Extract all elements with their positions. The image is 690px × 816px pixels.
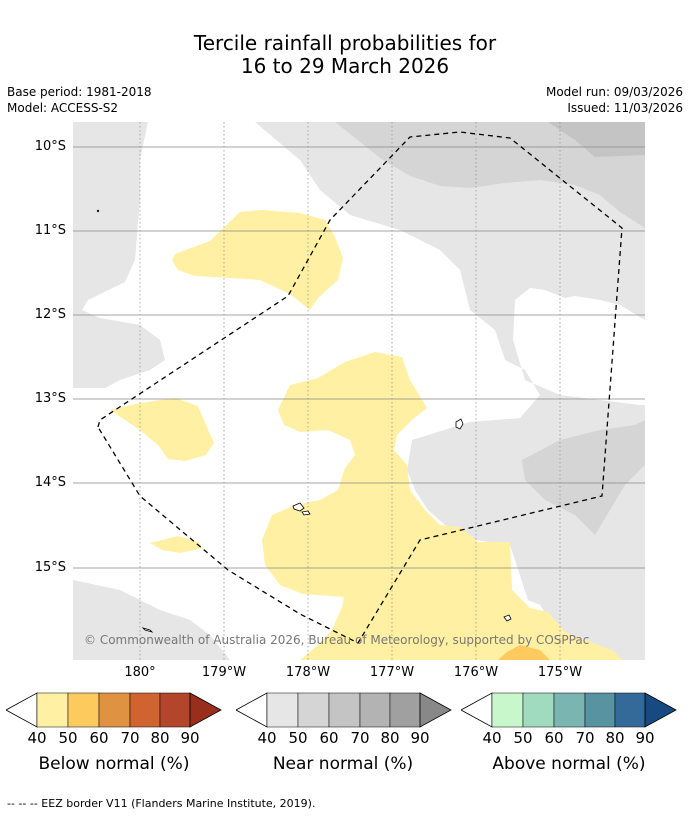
meta-right: Model run: 09/03/2026 Issued: 11/03/2026 bbox=[546, 84, 683, 116]
below-normal-region-small bbox=[150, 536, 203, 553]
lat-label-12s: 12°S bbox=[34, 307, 66, 322]
near-swatch-4 bbox=[359, 692, 391, 728]
colorbar-below-normal bbox=[6, 692, 222, 728]
lon-label-180: 180° bbox=[124, 665, 156, 680]
issued-date: Issued: 11/03/2026 bbox=[567, 101, 683, 115]
below-tick: 90 bbox=[180, 729, 200, 747]
near-tick: 70 bbox=[350, 729, 370, 747]
eez-border bbox=[97, 131, 623, 644]
near-normal-region-southwest bbox=[73, 580, 230, 660]
islands bbox=[96, 209, 512, 633]
model-name: Model: ACCESS-S2 bbox=[7, 101, 119, 115]
below-swatch-5 bbox=[159, 692, 191, 728]
near-normal-title: Near normal (%) bbox=[272, 754, 414, 774]
near-tick: 60 bbox=[319, 729, 339, 747]
model-run: Model run: 09/03/2026 bbox=[545, 85, 683, 99]
below-normal-region-central bbox=[262, 352, 622, 660]
gridlines bbox=[73, 122, 645, 660]
title-line-2: 16 to 29 March 2026 bbox=[240, 54, 450, 78]
below-tick: 80 bbox=[150, 729, 170, 747]
eez-footnote: -- -- -- EEZ border V11 (Flanders Marine… bbox=[7, 797, 316, 810]
below-swatch-4 bbox=[129, 692, 161, 728]
near-tick: 80 bbox=[380, 729, 400, 747]
below-swatch-2 bbox=[67, 692, 100, 728]
near-normal-50-north bbox=[335, 122, 645, 228]
lat-label-11s: 11°S bbox=[34, 223, 66, 238]
lon-label-175w: 175°W bbox=[537, 665, 583, 680]
map-title: Tercile rainfall probabilities for 16 to… bbox=[0, 32, 690, 78]
above-tick: 50 bbox=[513, 729, 533, 747]
lat-label-13s: 13°S bbox=[34, 391, 66, 406]
near-swatch-5 bbox=[389, 692, 421, 728]
above-swatch-3 bbox=[553, 692, 586, 728]
below-tick: 40 bbox=[27, 729, 47, 747]
copyright-notice: © Commonwealth of Australia 2026, Bureau… bbox=[84, 633, 590, 647]
above-tick: 90 bbox=[635, 729, 655, 747]
near-tick: 90 bbox=[410, 729, 430, 747]
lon-label-178w: 178°W bbox=[285, 665, 331, 680]
lon-label-179w: 179°W bbox=[201, 665, 247, 680]
near-swatch-1 bbox=[266, 692, 299, 728]
below-normal-region-north bbox=[172, 210, 343, 310]
lat-label-10s: 10°S bbox=[34, 139, 66, 154]
near-normal-50-east bbox=[522, 420, 645, 535]
lat-label-15s: 15°S bbox=[34, 560, 66, 575]
above-tick: 60 bbox=[544, 729, 564, 747]
below-normal-title: Below normal (%) bbox=[38, 754, 190, 774]
map-canvas bbox=[73, 122, 645, 660]
near-normal-60-northeast bbox=[548, 122, 645, 157]
meta-left: Base period: 1981-2018 Model: ACCESS-S2 bbox=[7, 84, 152, 116]
above-swatch-4 bbox=[584, 692, 616, 728]
below-normal-region-west bbox=[110, 398, 214, 461]
lat-label-14s: 14°S bbox=[34, 475, 66, 490]
lon-label-177w: 177°W bbox=[369, 665, 415, 680]
below-normal-50-south bbox=[498, 645, 550, 660]
above-tick: 70 bbox=[575, 729, 595, 747]
base-period: Base period: 1981-2018 bbox=[7, 85, 152, 99]
above-swatch-5 bbox=[614, 692, 646, 728]
near-swatch-2 bbox=[297, 692, 330, 728]
colorbar-near-normal bbox=[236, 692, 452, 728]
above-swatch-1 bbox=[491, 692, 524, 728]
lon-label-176w: 176°W bbox=[453, 665, 499, 680]
title-line-1: Tercile rainfall probabilities for bbox=[193, 31, 497, 55]
below-swatch-3 bbox=[98, 692, 131, 728]
above-normal-title: Above normal (%) bbox=[492, 754, 646, 774]
colorbar-above-normal bbox=[461, 692, 677, 728]
below-swatch-1 bbox=[36, 692, 69, 728]
above-tick: 80 bbox=[605, 729, 625, 747]
above-tick: 40 bbox=[482, 729, 502, 747]
near-tick: 50 bbox=[288, 729, 308, 747]
near-normal-region-west bbox=[73, 122, 165, 388]
near-swatch-3 bbox=[328, 692, 361, 728]
below-tick: 60 bbox=[89, 729, 109, 747]
above-swatch-2 bbox=[522, 692, 555, 728]
below-tick: 70 bbox=[120, 729, 140, 747]
near-tick: 40 bbox=[257, 729, 277, 747]
below-tick: 50 bbox=[58, 729, 78, 747]
